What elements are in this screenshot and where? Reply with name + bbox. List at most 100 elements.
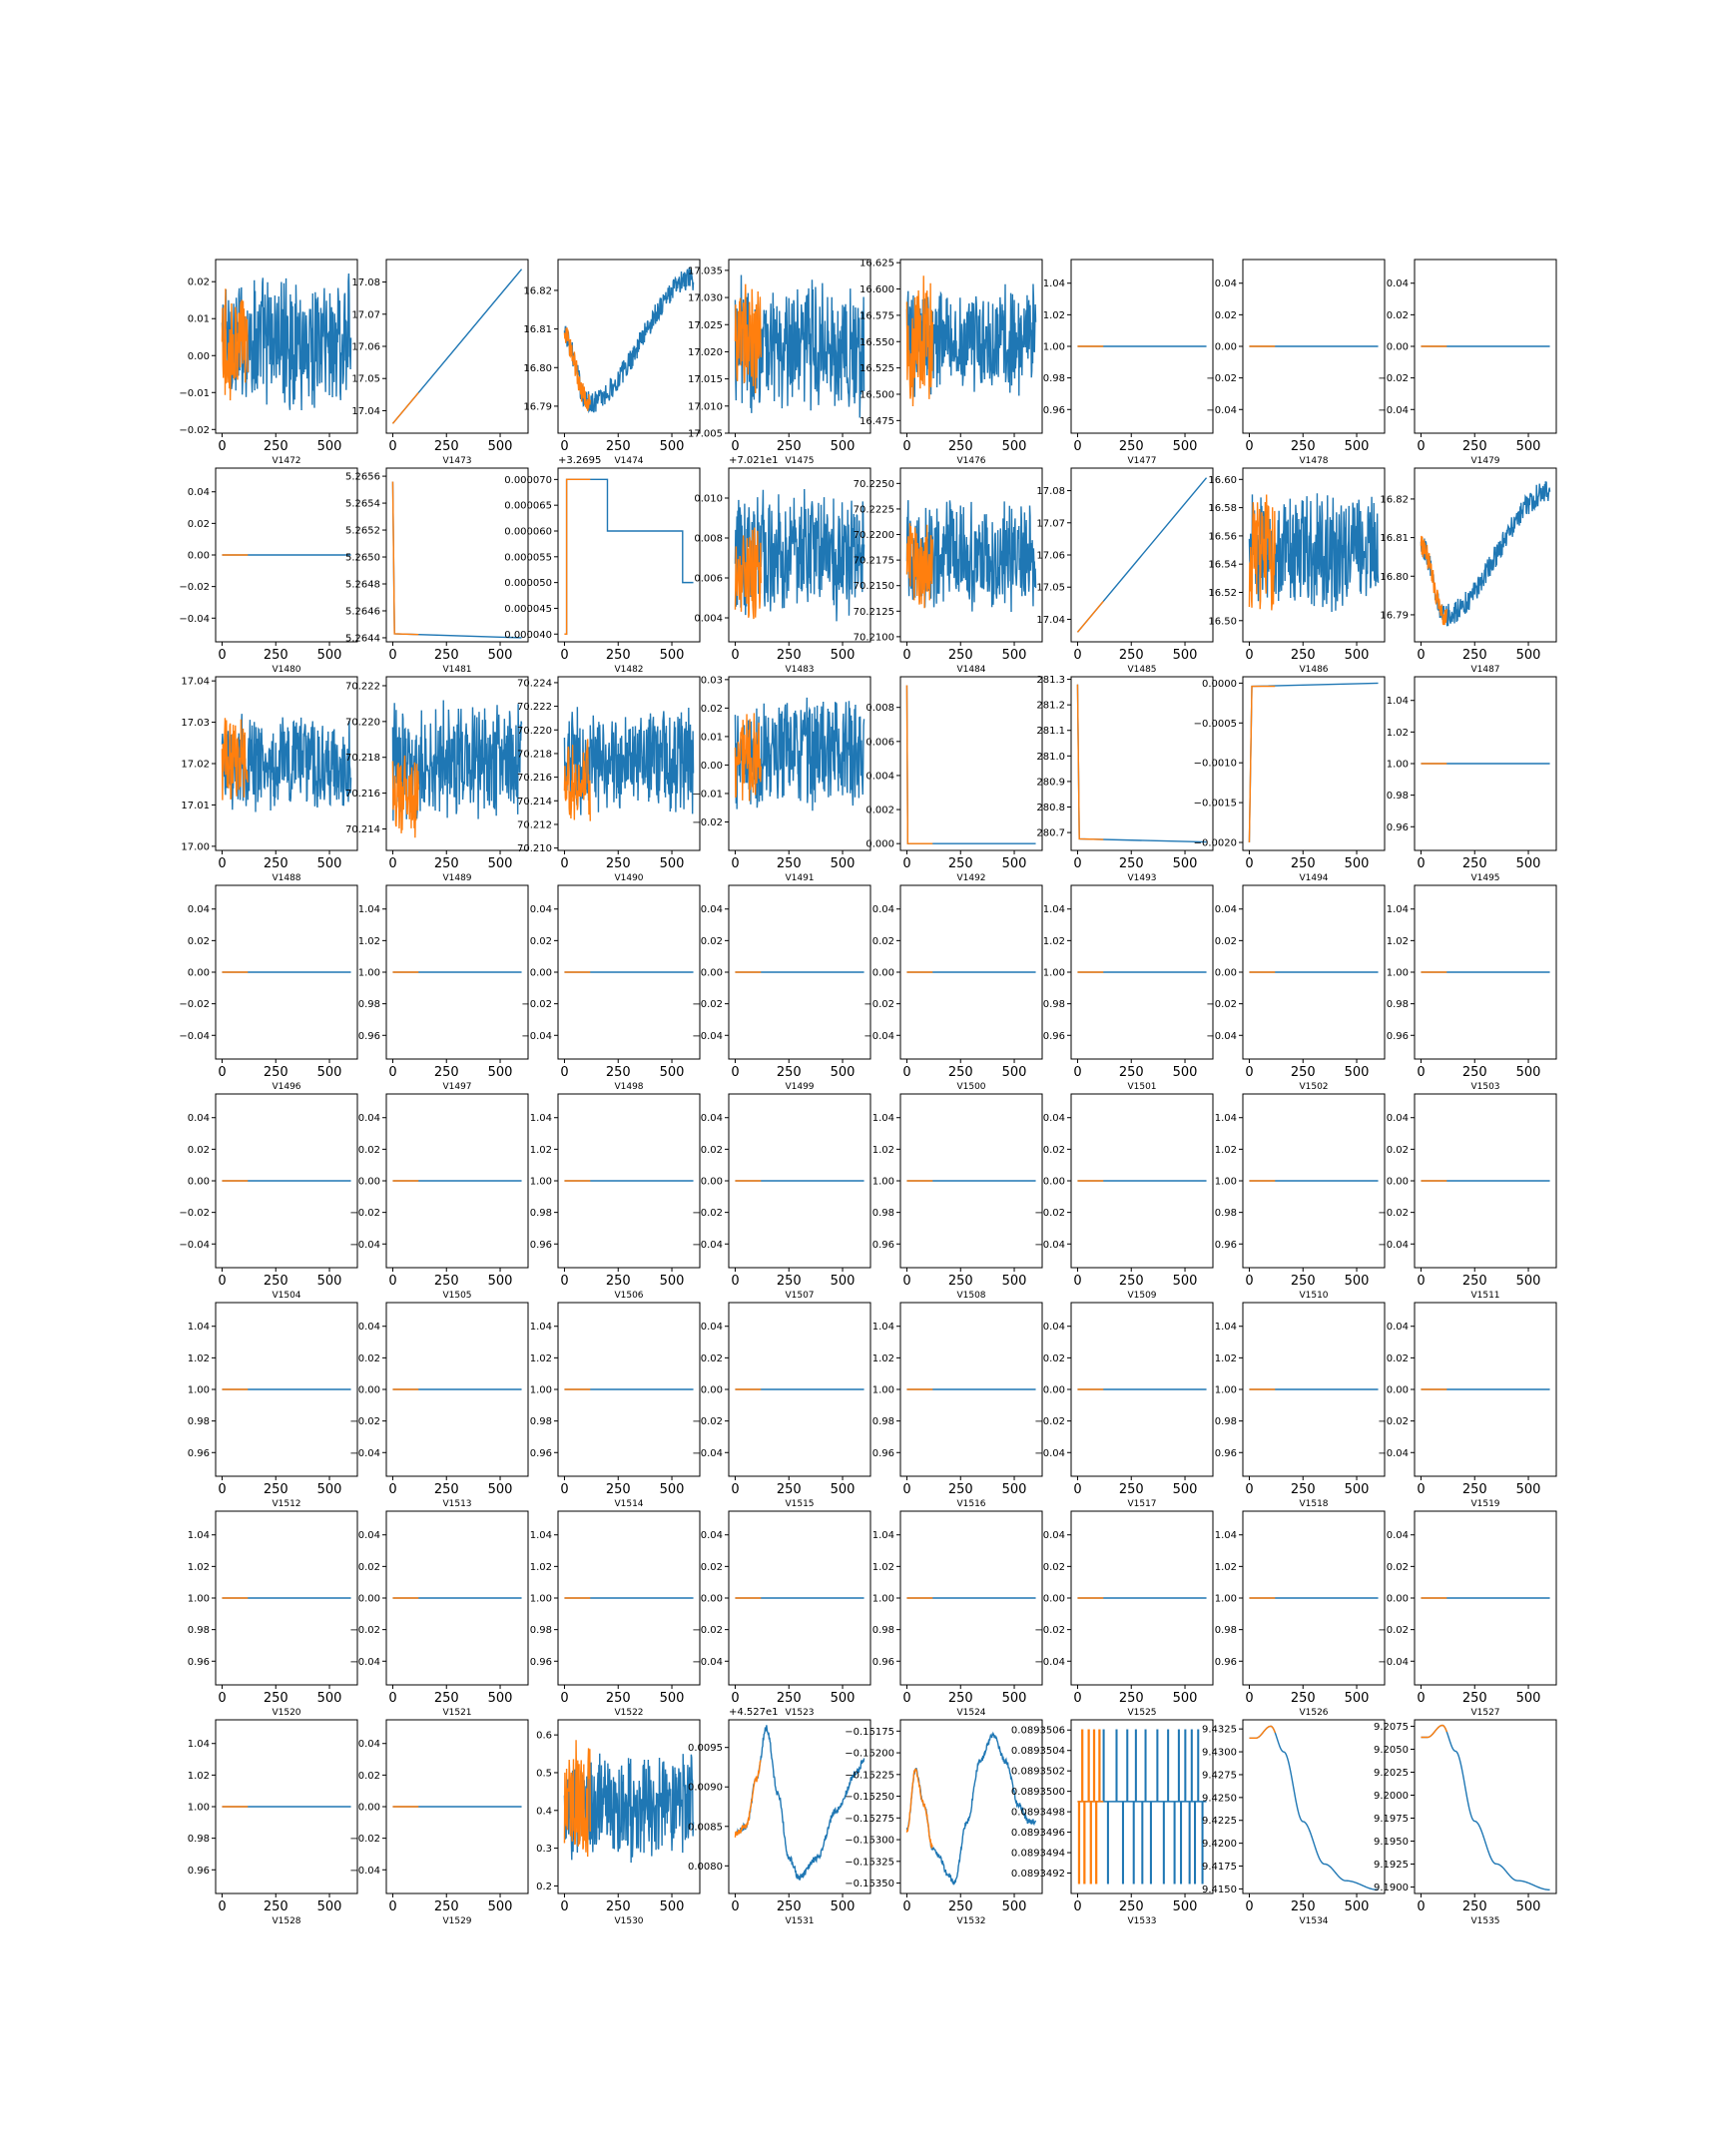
- subplot-V1494: 0 250 500 −0.0020 −0.0015 −0.0010 −0.0005 0.000…: [1194, 676, 1386, 883]
- y-tick-label: 0.004: [865, 771, 894, 782]
- x-tick-label: 500: [831, 1482, 856, 1497]
- x-tick-label: 250: [1462, 439, 1487, 454]
- x-tick-label: 500: [317, 1899, 342, 1914]
- y-tick-label: 1.04: [1215, 1530, 1237, 1541]
- x-tick-label: 250: [1119, 1274, 1144, 1289]
- y-tick-label: 1.02: [530, 1145, 552, 1156]
- axes-frame: [215, 259, 358, 434]
- y-tick-label: 9.1900: [1374, 1883, 1409, 1893]
- series-line-orange: [1249, 1725, 1276, 1740]
- x-tick-label: 0: [1245, 439, 1253, 454]
- subplot-label: V1480: [272, 665, 300, 675]
- subplot-label: V1514: [614, 1499, 643, 1509]
- series-line-orange: [1248, 685, 1276, 843]
- y-tick-label: 1.02: [188, 1771, 210, 1782]
- y-tick-label: 0.96: [530, 1240, 552, 1251]
- y-tick-label: −0.02: [1378, 1208, 1409, 1219]
- y-tick-label: 0.00: [358, 1803, 380, 1814]
- y-tick-label: 9.2025: [1374, 1768, 1409, 1779]
- subplot-label: V1491: [785, 873, 814, 883]
- y-tick-label: 0.04: [1043, 1530, 1065, 1541]
- y-tick-label: −0.02: [1206, 373, 1237, 384]
- subplot-label: V1499: [785, 1082, 814, 1092]
- subplot-label: V1517: [1127, 1499, 1156, 1509]
- subplot-label: V1483: [785, 665, 814, 675]
- series-line-orange: [221, 288, 249, 401]
- subplot-label: V1534: [1299, 1916, 1328, 1926]
- y-tick-label: 70.2150: [854, 581, 894, 592]
- subplot-label: V1529: [442, 1916, 471, 1926]
- subplot-V1500: 0 250 500 −0.04 −0.02 0.00 0.02 0.04 V1500: [863, 884, 1043, 1092]
- y-tick-label: −0.15175: [845, 1727, 894, 1738]
- x-tick-label: 250: [1462, 1274, 1487, 1289]
- subplot-V1512: 0 250 500 0.96 0.98 1.00 1.02 1.04 V1512: [188, 1302, 358, 1509]
- subplot-V1523: 0 250 500 −0.04 −0.02 0.00 0.02 0.04 V1523: [692, 1510, 871, 1718]
- y-tick-label: −0.15250: [845, 1792, 894, 1803]
- x-tick-label: 250: [264, 648, 288, 663]
- y-tick-label: 17.08: [1036, 486, 1065, 497]
- subplot-label: V1489: [442, 873, 471, 883]
- y-tick-label: 5.2652: [345, 526, 380, 537]
- x-tick-label: 500: [488, 1899, 513, 1914]
- x-tick-label: 500: [660, 1065, 685, 1080]
- y-tick-label: 0.00: [1043, 1177, 1065, 1188]
- y-tick-label: 16.475: [860, 416, 894, 427]
- y-tick-label: 70.218: [345, 753, 380, 764]
- subplot-label: V1493: [1127, 873, 1156, 883]
- x-tick-label: 500: [1516, 1691, 1541, 1706]
- y-tick-label: 0.008: [694, 534, 723, 545]
- series-line-orange: [734, 527, 762, 620]
- y-tick-label: 0.3: [536, 1844, 552, 1855]
- series-line-orange: [391, 481, 419, 636]
- subplot-V1479: 0 250 500 −0.04 −0.02 0.00 0.02 0.04 V1479: [1378, 259, 1557, 466]
- y-tick-label: −0.04: [521, 1031, 552, 1042]
- x-tick-label: 250: [1462, 1065, 1487, 1080]
- x-tick-label: 250: [1291, 1482, 1316, 1497]
- subplot-V1503: 0 250 500 0.96 0.98 1.00 1.02 1.04 V1503: [1387, 884, 1557, 1092]
- y-tick-label: 16.58: [1208, 503, 1237, 514]
- x-tick-label: 500: [831, 856, 856, 871]
- y-tick-label: 17.06: [351, 342, 380, 353]
- y-tick-label: 16.500: [860, 389, 894, 400]
- subplot-V1505: 0 250 500 −0.04 −0.02 0.00 0.02 0.04 V1505: [349, 1093, 529, 1301]
- y-tick-label: 1.00: [530, 1594, 552, 1605]
- subplot-V1508: 0 250 500 0.96 0.98 1.00 1.02 1.04 V1508: [872, 1093, 1043, 1301]
- x-tick-label: 0: [731, 856, 739, 871]
- y-tick-label: 0.0095: [688, 1743, 723, 1754]
- subplot-V1533: 0 250 500 0.0893492 0.0893494 0.0893496 0.0893…: [1011, 1719, 1214, 1926]
- x-tick-label: 250: [1119, 1065, 1144, 1080]
- y-tick-label: 70.222: [345, 681, 380, 692]
- series-line-orange: [221, 718, 249, 801]
- y-tick-label: 0.0000: [1202, 679, 1237, 690]
- axes-frame: [1070, 1719, 1214, 1894]
- y-tick-label: 0.03: [701, 675, 723, 686]
- x-tick-label: 250: [777, 439, 802, 454]
- y-tick-label: 16.550: [860, 337, 894, 348]
- series-line-blue: [1077, 1729, 1207, 1885]
- y-tick-label: 0.6: [536, 1731, 552, 1742]
- series-line-orange: [391, 755, 419, 838]
- y-tick-label: 0.00: [1215, 968, 1237, 979]
- x-tick-label: 500: [1516, 856, 1541, 871]
- x-tick-label: 500: [831, 1691, 856, 1706]
- y-tick-label: 16.79: [1380, 610, 1409, 621]
- y-tick-label: 9.4200: [1202, 1839, 1237, 1850]
- y-tick-label: 0.02: [872, 936, 894, 947]
- y-tick-label: 0.02: [358, 1353, 380, 1364]
- y-tick-label: 0.00: [701, 761, 723, 772]
- subplot-V1499: 0 250 500 −0.04 −0.02 0.00 0.02 0.04 V1499: [692, 884, 871, 1092]
- y-tick-label: 1.02: [1215, 1145, 1237, 1156]
- x-tick-label: 0: [902, 439, 910, 454]
- y-tick-label: 0.00: [1387, 1177, 1409, 1188]
- y-tick-label: −0.04: [1206, 1031, 1237, 1042]
- subplot-label: V1486: [1299, 665, 1328, 675]
- y-tick-label: 0.98: [188, 1834, 210, 1845]
- series-line-blue: [734, 274, 865, 418]
- y-tick-label: −0.04: [1034, 1657, 1065, 1668]
- y-tick-label: 16.81: [1380, 533, 1409, 544]
- x-tick-label: 0: [560, 1482, 568, 1497]
- y-tick-label: 1.04: [358, 904, 380, 915]
- subplot-label: V1475: [785, 456, 814, 466]
- y-tick-label: 0.96: [1215, 1240, 1237, 1251]
- y-tick-label: −0.15325: [845, 1857, 894, 1868]
